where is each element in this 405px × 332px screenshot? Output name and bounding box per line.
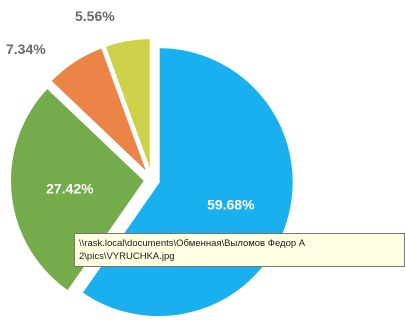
slice-label-5-56: 5.56% [75,8,115,24]
pie-slices [9,37,295,319]
slice-label-7-34: 7.34% [6,41,46,57]
tooltip-line-1: \\rask.local\documents\Обменная\Выломов … [79,238,306,249]
slice-label-0: 59.68% [207,197,255,213]
slice-label-1: 27.42% [46,180,94,196]
pie-inner-labels: 59.68% 27.42% [46,180,255,212]
pie-slice-2 [48,46,150,175]
pie-slice-1 [9,86,147,293]
tooltip-line-2: 2\pics\VYRUCHKA.jpg [79,251,175,262]
pie-slice-3 [103,37,152,174]
file-path-tooltip: \\rask.local\documents\Обменная\Выломов … [74,233,405,267]
